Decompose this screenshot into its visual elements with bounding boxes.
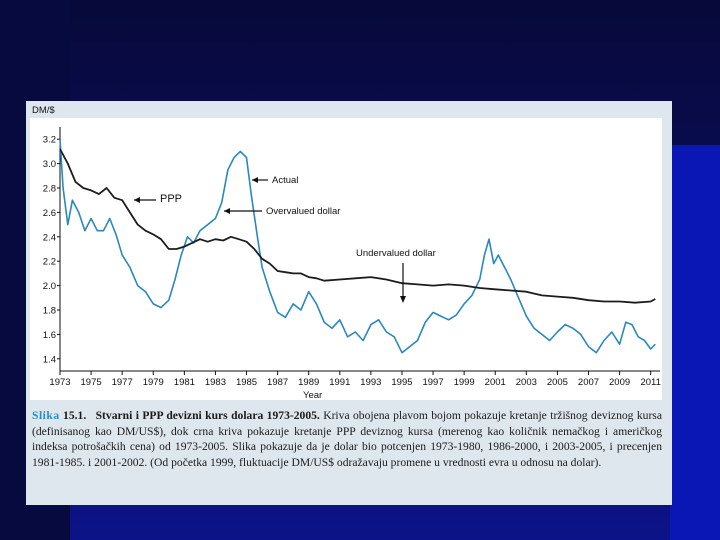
annotation-overvalued: Overvalued dollar: [224, 206, 340, 217]
x-tick-label: 1993: [360, 377, 381, 388]
x-tick-label: 1981: [174, 377, 195, 388]
y-axis-label: DM/$: [32, 105, 55, 116]
chart-background: [30, 118, 662, 400]
y-tick-label: 2.6: [43, 208, 56, 219]
y-tick-label: 3.0: [43, 159, 56, 170]
figure-caption: Slika 15.1. Stvarni i PPP devizni kurs d…: [32, 408, 662, 470]
x-tick-label: 2007: [578, 377, 599, 388]
series-layer: [59, 139, 656, 354]
y-tick-label: 2.4: [43, 232, 56, 243]
series-line-ppp: [59, 148, 656, 304]
x-axis: 1973 1975 1977 1979 1981 1983 1985 1987 1989 1991…: [49, 370, 661, 388]
annotation-actual-label: Actual: [272, 175, 298, 186]
y-tick-label: 2.0: [43, 281, 56, 292]
annotation-overvalued-arrow-head: [224, 208, 230, 214]
x-tick-label: 1979: [143, 377, 164, 388]
y-tick-label: 1.4: [43, 354, 56, 365]
annotation-overvalued-label: Overvalued dollar: [266, 206, 340, 217]
y-tick-label: 2.2: [43, 257, 56, 268]
y-tick-label: 3.2: [43, 135, 56, 146]
annotation-ppp-arrow-head: [134, 197, 140, 203]
x-tick-label: 1995: [391, 377, 412, 388]
background-stripe-right: [670, 145, 720, 540]
x-tick-label: 2005: [547, 377, 568, 388]
caption-number: 15.1.: [63, 409, 87, 422]
annotation-ppp-label: PPP: [160, 193, 182, 205]
x-tick-label: 1975: [81, 377, 102, 388]
x-tick-label: 2009: [609, 377, 630, 388]
x-tick-label: 1977: [112, 377, 133, 388]
annotation-actual: Actual: [252, 175, 298, 186]
exchange-rate-chart: DM/$ 1.4 1.6 1.8 2.0 2.2 2.4 2.6 2.8 3.0 3.2 1973…: [32, 105, 661, 401]
x-tick-label: 1985: [236, 377, 257, 388]
caption-label: Slika: [32, 409, 60, 422]
x-tick-label: 1987: [267, 377, 288, 388]
x-tick-label: 1983: [205, 377, 226, 388]
annotation-undervalued: Undervalued dollar: [356, 248, 436, 303]
y-tick-label: 2.8: [43, 184, 56, 195]
caption-title: Stvarni i PPP devizni kurs dolara 1973-2…: [95, 409, 320, 422]
annotation-ppp: PPP: [134, 193, 182, 205]
y-axis: 1.4 1.6 1.8 2.0 2.2 2.4 2.6 2.8 3.0 3.2: [43, 127, 61, 371]
x-tick-label: 2003: [516, 377, 537, 388]
x-axis-label: Year: [303, 390, 322, 401]
annotation-undervalued-label: Undervalued dollar: [356, 248, 436, 259]
series-line-actual: [59, 139, 656, 354]
x-tick-label: 2001: [485, 377, 506, 388]
x-tick-label: 1989: [298, 377, 319, 388]
x-tick-label: 1997: [422, 377, 443, 388]
x-tick-label: 1973: [49, 377, 70, 388]
y-tick-label: 1.6: [43, 330, 56, 341]
x-tick-label: 2011: [640, 377, 660, 388]
annotation-undervalued-arrow-head: [400, 296, 406, 303]
x-tick-label: 1991: [329, 377, 350, 388]
x-tick-label: 1999: [454, 377, 475, 388]
annotation-actual-arrow-head: [252, 177, 258, 183]
caption-body: Kriva obojena plavom bojom pokazuje kret…: [32, 409, 662, 469]
y-tick-label: 1.8: [43, 306, 56, 317]
